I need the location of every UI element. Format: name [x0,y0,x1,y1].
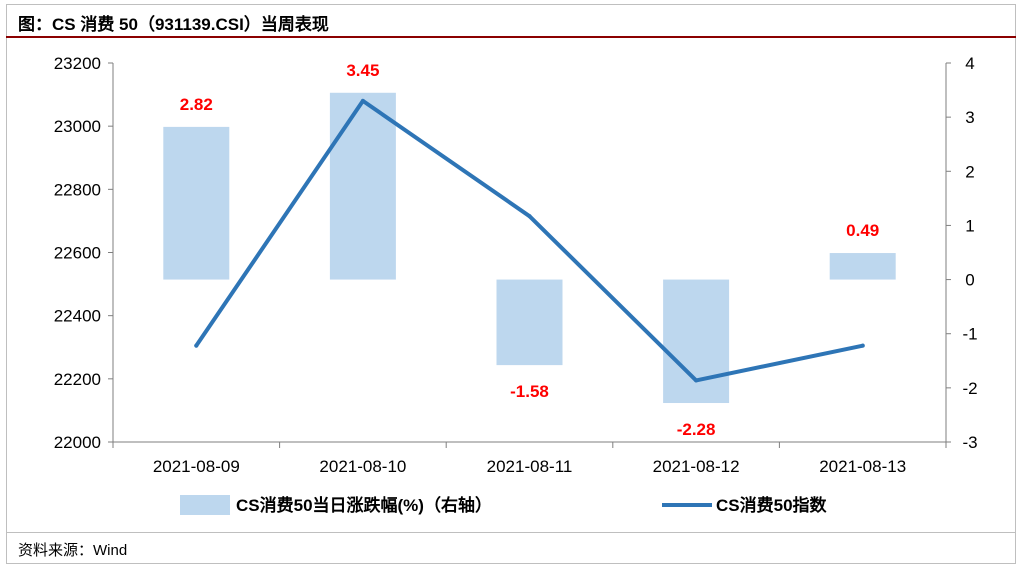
bar [329,92,396,280]
bar-data-label: 0.49 [846,221,879,240]
y-right-tick-label: -3 [962,433,977,452]
y-left-tick-label: 22000 [54,433,101,452]
y-left-tick-label: 22800 [54,180,101,199]
bar [829,253,896,280]
y-left-tick-label: 23200 [54,54,101,73]
bar-data-label: -2.28 [677,420,716,439]
line-point [694,378,699,383]
x-tick-label: 2021-08-09 [153,457,240,476]
line-point [527,214,532,219]
y-right-tick-label: 2 [965,162,974,181]
legend: CS消费50当日涨跌幅(%)（右轴） CS消费50指数 [180,495,828,515]
y-right-tick-label: -1 [962,325,977,344]
y-left-tick-label: 22200 [54,370,101,389]
y-right-tick-label: -2 [962,379,977,398]
y-right-tick-label: 0 [965,271,974,290]
y-left-tick-label: 22600 [54,244,101,263]
bar [163,126,230,280]
bar-series [163,92,896,404]
y-left-tick-label: 22400 [54,307,101,326]
line-point [860,343,865,348]
x-tick-label: 2021-08-11 [487,457,573,476]
chart-frame [6,4,1016,564]
title-divider [6,36,1016,38]
y-left-tick-label: 23000 [54,117,101,136]
bar-data-label: -1.58 [510,382,549,401]
legend-label-line: CS消费50指数 [716,495,828,515]
line-series [194,98,865,383]
bar-data-label: 2.82 [180,95,213,114]
line-point [194,343,199,348]
y-right-tick-label: 4 [965,54,974,73]
chart-title: 图：CS 消费 50（931139.CSI）当周表现 [18,15,329,34]
bar-data-label: 3.45 [346,61,379,80]
x-tick-label: 2021-08-13 [819,457,906,476]
y-right-tick-label: 1 [965,216,974,235]
line-point [360,98,365,103]
source-note: 资料来源：Wind [18,542,128,559]
x-tick-label: 2021-08-12 [653,457,740,476]
y-right-tick-label: 3 [965,108,974,127]
chart-axes: 22000 22200 22400 22600 22800 23000 23200 -3 -2 -… [54,54,978,476]
legend-label-bar: CS消费50当日涨跌幅(%)（右轴） [236,495,492,515]
bar [496,279,563,366]
legend-swatch-bar [180,495,230,515]
source-divider [6,532,1016,533]
bar [663,279,730,404]
data-labels: 2.82 3.45 -1.58 -2.28 0.49 [180,61,879,439]
x-tick-label: 2021-08-10 [319,457,406,476]
